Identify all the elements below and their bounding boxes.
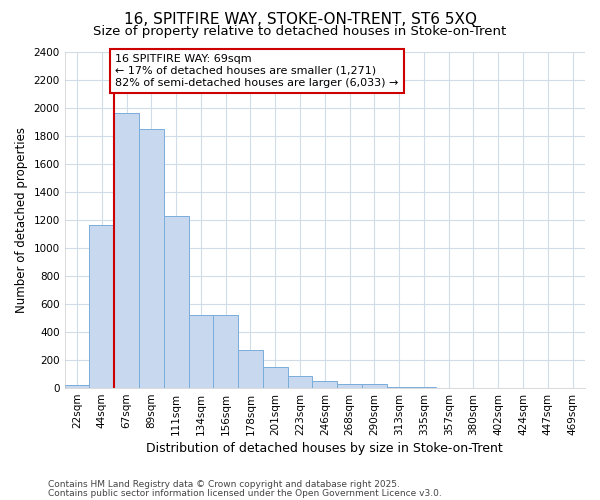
- Bar: [164, 216, 188, 388]
- Bar: [139, 128, 164, 388]
- Bar: [188, 315, 214, 388]
- Bar: [313, 381, 337, 388]
- Text: Contains HM Land Registry data © Crown copyright and database right 2025.: Contains HM Land Registry data © Crown c…: [48, 480, 400, 489]
- Bar: [238, 350, 263, 388]
- Bar: [337, 384, 362, 388]
- Text: 16, SPITFIRE WAY, STOKE-ON-TRENT, ST6 5XQ: 16, SPITFIRE WAY, STOKE-ON-TRENT, ST6 5X…: [124, 12, 476, 28]
- Bar: [89, 226, 114, 388]
- Bar: [362, 384, 387, 388]
- Bar: [65, 386, 89, 388]
- Bar: [214, 315, 238, 388]
- Text: 16 SPITFIRE WAY: 69sqm
← 17% of detached houses are smaller (1,271)
82% of semi-: 16 SPITFIRE WAY: 69sqm ← 17% of detached…: [115, 54, 399, 88]
- Bar: [114, 113, 139, 388]
- Bar: [287, 376, 313, 388]
- Y-axis label: Number of detached properties: Number of detached properties: [15, 127, 28, 313]
- Text: Contains public sector information licensed under the Open Government Licence v3: Contains public sector information licen…: [48, 488, 442, 498]
- Bar: [263, 367, 287, 388]
- Bar: [387, 386, 412, 388]
- Text: Size of property relative to detached houses in Stoke-on-Trent: Size of property relative to detached ho…: [94, 25, 506, 38]
- X-axis label: Distribution of detached houses by size in Stoke-on-Trent: Distribution of detached houses by size …: [146, 442, 503, 455]
